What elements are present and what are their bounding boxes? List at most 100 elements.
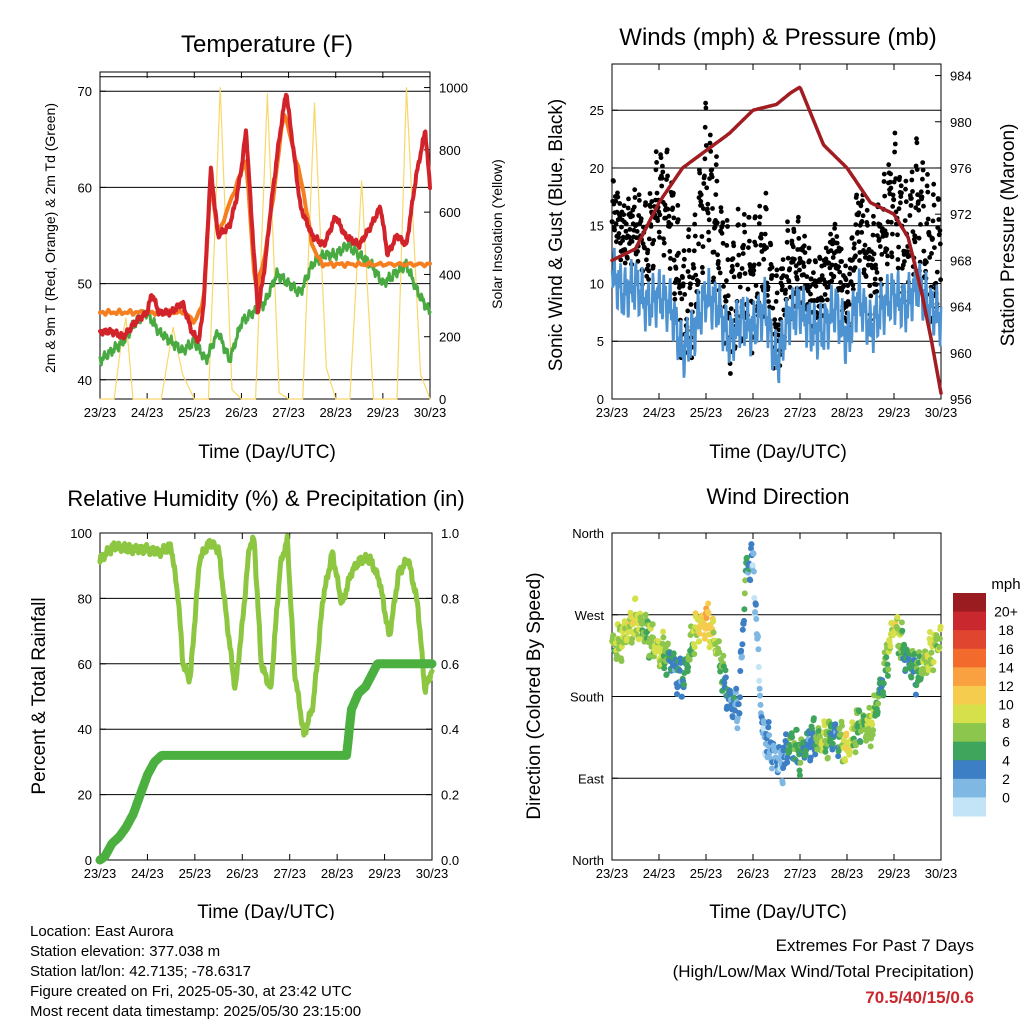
direction-point xyxy=(691,651,698,657)
direction-point xyxy=(659,640,666,647)
direction-point xyxy=(750,568,757,575)
direction-ytick-label: South xyxy=(570,690,604,705)
gust-point xyxy=(705,201,711,207)
gust-point xyxy=(791,229,797,235)
gust-point xyxy=(675,217,681,223)
direction-point xyxy=(755,664,762,670)
gust-point xyxy=(677,290,683,296)
gust-point xyxy=(637,198,642,203)
colorbar-label: 18 xyxy=(998,622,1014,638)
gust-point xyxy=(909,196,914,201)
direction-point xyxy=(747,577,754,584)
gust-point xyxy=(675,203,681,208)
temperature-ylabel-right: Solar Insolation (Yellow) xyxy=(489,159,505,309)
gust-point xyxy=(900,262,906,268)
direction-point xyxy=(789,734,796,741)
direction-point xyxy=(736,710,743,717)
direction-point xyxy=(663,671,670,678)
gust-point xyxy=(648,224,654,229)
gust-point xyxy=(779,283,785,289)
gust-point xyxy=(711,249,717,255)
gust-point xyxy=(902,218,908,224)
direction-point xyxy=(660,628,666,635)
gust-point xyxy=(728,306,734,312)
direction-point xyxy=(737,668,744,674)
gust-point xyxy=(724,278,729,284)
humidity-xtick-label: 25/23 xyxy=(179,866,212,881)
temperature-xtick-label: 26/23 xyxy=(225,405,258,420)
gust-point xyxy=(651,238,657,243)
direction-point xyxy=(750,550,757,557)
direction-point xyxy=(701,635,708,642)
gust-point xyxy=(627,227,633,232)
direction-point xyxy=(884,661,891,668)
gust-point xyxy=(686,248,692,253)
gust-point xyxy=(918,189,924,195)
gust-point xyxy=(735,262,740,268)
gust-point xyxy=(858,203,864,209)
gust-point xyxy=(797,267,802,273)
direction-point xyxy=(894,625,901,632)
gust-point xyxy=(802,233,807,239)
direction-point xyxy=(874,708,881,715)
gust-point xyxy=(632,195,638,200)
gust-point xyxy=(914,167,920,173)
direction-point xyxy=(936,635,943,642)
direction-point xyxy=(736,694,743,701)
gust-point xyxy=(661,240,667,246)
gust-point xyxy=(829,278,835,284)
gust-point xyxy=(913,163,919,169)
direction-point xyxy=(797,759,804,766)
humidity-frame xyxy=(99,532,433,861)
gust-point xyxy=(645,263,651,268)
direction-point xyxy=(812,751,819,758)
gust-point xyxy=(721,284,726,289)
direction-point xyxy=(757,692,763,699)
direction-point xyxy=(742,577,749,584)
gust-point xyxy=(862,242,868,248)
direction-point xyxy=(926,629,933,635)
extremes-legend: (High/Low/Max Wind/Total Precipitation) xyxy=(672,962,974,981)
gust-point xyxy=(692,212,698,218)
pressure-line xyxy=(610,85,943,395)
humidity-ytick-label: 60 xyxy=(78,657,92,672)
gust-point xyxy=(873,282,879,287)
gust-point xyxy=(763,206,769,212)
gust-point xyxy=(736,252,742,258)
gust-point xyxy=(870,257,875,262)
humidity-xtick-label: 23/23 xyxy=(84,866,117,881)
gust-point xyxy=(653,167,659,173)
gust-point xyxy=(852,265,858,270)
gust-point xyxy=(666,213,672,219)
gust-point xyxy=(654,160,659,165)
direction-xlabel: Time (Day/UTC) xyxy=(709,902,847,920)
gust-point xyxy=(709,167,715,173)
gust-point xyxy=(873,266,879,271)
colorbar-swatch xyxy=(953,723,986,743)
direction-point xyxy=(832,721,839,728)
gust-point xyxy=(728,371,733,376)
direction-point xyxy=(739,626,746,633)
gust-point xyxy=(834,234,840,239)
gust-point xyxy=(802,250,808,256)
gust-point xyxy=(693,272,699,278)
direction-point xyxy=(916,649,923,656)
gust-point xyxy=(702,156,708,162)
temperature-ytick-label: 50 xyxy=(78,277,92,292)
gust-point xyxy=(616,231,622,236)
direction-point xyxy=(838,722,845,729)
gust-point xyxy=(688,281,693,287)
gust-point xyxy=(757,214,763,220)
gust-point xyxy=(828,248,834,254)
gust-point xyxy=(662,202,668,208)
gust-point xyxy=(881,179,887,184)
winds-xtick-label: 28/23 xyxy=(831,405,864,420)
temperature-ytick-label: 60 xyxy=(78,180,92,195)
direction-point xyxy=(677,655,684,662)
colorbar-swatch xyxy=(953,741,986,761)
gust-point xyxy=(886,162,892,168)
direction-point xyxy=(869,721,876,728)
gust-point xyxy=(671,190,676,196)
gust-point xyxy=(817,256,823,261)
direction-point xyxy=(748,541,755,548)
